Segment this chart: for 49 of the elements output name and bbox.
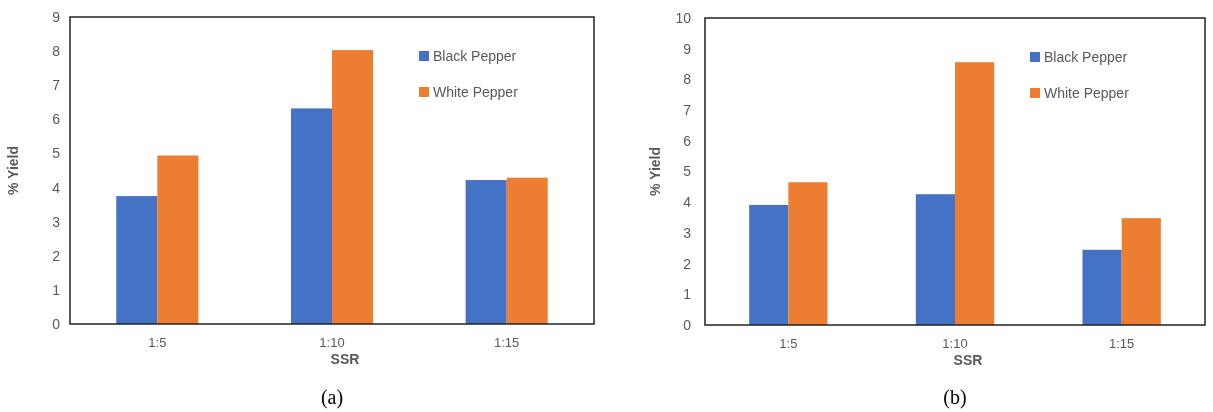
y-tick-label: 6 [52, 111, 61, 128]
bar [290, 108, 332, 324]
x-axis-title: SSR [330, 351, 360, 367]
bar [955, 62, 995, 325]
y-tick-label: 2 [683, 255, 692, 272]
y-tick-label: 9 [683, 40, 692, 57]
y-tick-label: 0 [52, 315, 61, 332]
y-tick-label: 7 [52, 77, 61, 94]
y-tick-label: 4 [52, 179, 61, 196]
x-tick-label: 1:15 [494, 335, 520, 351]
y-axis-title: % Yield [647, 146, 663, 197]
x-tick-label: 1:5 [148, 335, 167, 351]
bar [1082, 249, 1122, 325]
y-tick-label: 6 [683, 132, 692, 149]
bar [788, 182, 828, 325]
bar [749, 204, 789, 325]
y-axis-title: % Yield [5, 145, 21, 196]
y-tick-label: 10 [675, 9, 692, 26]
x-tick-label: 1:10 [319, 335, 345, 351]
y-tick-label: 4 [683, 194, 692, 211]
y-tick-label: 8 [52, 43, 61, 60]
bar [465, 180, 507, 324]
y-tick-label: 3 [683, 224, 692, 241]
y-tick-label: 5 [683, 163, 692, 180]
legend-label: Black Pepper [433, 48, 517, 64]
y-tick-label: 0 [683, 316, 692, 333]
legend-label: White Pepper [433, 84, 519, 100]
text: (a) [320, 386, 344, 409]
y-tick-label: 8 [683, 71, 692, 88]
text: (b) [943, 386, 967, 409]
bar [915, 194, 955, 325]
legend-label: Black Pepper [1044, 49, 1128, 65]
bar [1121, 218, 1161, 325]
y-tick-label: 5 [52, 145, 61, 162]
y-tick-label: 2 [52, 247, 61, 264]
bar [157, 155, 199, 324]
y-tick-label: 9 [52, 8, 61, 25]
bar [506, 177, 548, 324]
y-tick-label: 1 [52, 281, 61, 298]
x-tick-label: 1:5 [779, 336, 798, 352]
y-tick-label: 3 [52, 213, 61, 230]
bar [116, 196, 158, 324]
x-axis-title: SSR [953, 352, 983, 368]
y-tick-label: 7 [683, 102, 692, 119]
x-tick-label: 1:10 [942, 336, 968, 352]
y-tick-label: 1 [683, 286, 692, 303]
x-tick-label: 1:15 [1109, 336, 1135, 352]
legend-label: White Pepper [1044, 85, 1130, 101]
bar [332, 50, 374, 324]
